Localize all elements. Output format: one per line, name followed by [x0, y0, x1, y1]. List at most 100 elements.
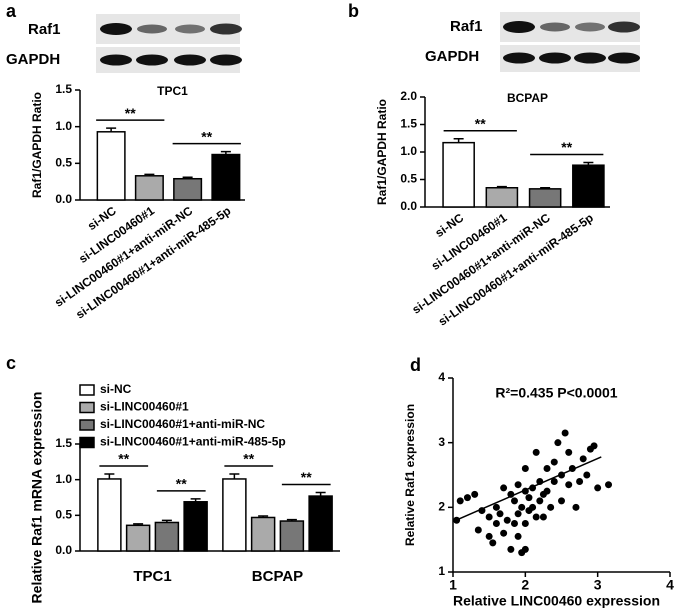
- legend-label: si-LINC00460#1+anti-miR-485-5p: [100, 435, 286, 449]
- point: [453, 516, 461, 524]
- point: [514, 481, 522, 489]
- legend-swatch: [79, 401, 95, 414]
- significance-label: **: [243, 451, 254, 467]
- blot-b: Raf1 GAPDH: [425, 12, 640, 72]
- point: [558, 471, 565, 479]
- point: [463, 494, 471, 502]
- y-axis-label: Raf1/GAPDH Ratio: [30, 92, 44, 198]
- bar: [308, 495, 333, 552]
- y-tick-label: 0.0: [400, 199, 417, 213]
- y-tick-label: 3: [438, 435, 445, 449]
- y-tick-label: 1.0: [400, 144, 417, 158]
- bar: [442, 141, 475, 208]
- point: [507, 545, 515, 553]
- x-tick-label: 3: [594, 577, 602, 593]
- point: [550, 458, 558, 466]
- bar: [154, 521, 180, 552]
- error-bar: [104, 473, 115, 479]
- point: [594, 484, 602, 492]
- panel-letter: c: [6, 353, 16, 373]
- significance-label: **: [176, 476, 187, 492]
- x-tick-label: 4: [666, 577, 674, 593]
- legend-label: si-NC: [100, 382, 132, 396]
- point: [529, 503, 537, 511]
- point: [565, 481, 573, 489]
- point: [532, 448, 540, 456]
- bar: [279, 520, 305, 552]
- y-tick-label: 1.0: [55, 472, 72, 486]
- point: [525, 494, 533, 502]
- chart-title: TPC1: [157, 84, 188, 98]
- point: [529, 484, 537, 492]
- point: [514, 532, 522, 540]
- bar: [572, 164, 605, 208]
- blot-a: Raf1 GAPDH: [6, 14, 242, 73]
- point: [572, 503, 580, 511]
- legend-label: si-LINC00460#1: [100, 400, 189, 414]
- error-bar: [229, 473, 240, 479]
- point: [507, 490, 515, 498]
- y-axis-label: Relative Raf1 expression: [403, 404, 417, 546]
- point: [521, 465, 529, 473]
- legend-swatch: [79, 436, 95, 449]
- point: [605, 481, 613, 489]
- bar: [211, 153, 241, 201]
- x-tick-label: 2: [521, 577, 529, 593]
- x-tick-label: BCPAP: [252, 568, 303, 585]
- point: [532, 513, 540, 521]
- point: [543, 487, 551, 495]
- point: [536, 477, 544, 485]
- significance-label: **: [475, 116, 486, 132]
- point: [550, 477, 558, 485]
- chart-title: BCPAP: [507, 91, 548, 105]
- legend-swatch: [79, 419, 95, 431]
- y-tick-label: 0.0: [55, 543, 72, 557]
- bar: [134, 175, 164, 201]
- bar: [173, 177, 203, 201]
- bar: [222, 478, 247, 552]
- blot-label: GAPDH: [6, 51, 60, 68]
- y-tick-label: 1.5: [55, 82, 72, 96]
- panel-letter: d: [410, 355, 421, 375]
- y-axis-label: Relative Raf1 mRNA expression: [29, 392, 45, 604]
- y-tick-label: 4: [438, 370, 445, 384]
- bar: [97, 478, 122, 552]
- blot-label: GAPDH: [425, 48, 479, 65]
- annotation: R²=0.435 P<0.0001: [495, 385, 617, 401]
- point: [547, 503, 555, 511]
- point: [561, 429, 569, 437]
- point: [521, 520, 529, 527]
- y-tick-label: 1.5: [400, 117, 417, 131]
- point: [579, 455, 587, 463]
- point: [568, 465, 576, 473]
- x-tick-label: si-NC: [432, 210, 466, 240]
- point: [485, 532, 493, 540]
- y-tick-label: 0.5: [400, 172, 417, 186]
- point: [510, 520, 518, 527]
- point: [500, 529, 508, 537]
- significance-label: **: [118, 451, 129, 467]
- point: [489, 539, 497, 547]
- point: [492, 520, 500, 527]
- y-tick-label: 2: [438, 500, 445, 514]
- point: [496, 510, 504, 518]
- y-tick-label: 0.5: [55, 156, 72, 170]
- legend-swatch: [79, 384, 95, 396]
- panel-letter: a: [6, 1, 17, 21]
- point: [558, 497, 565, 505]
- point: [518, 503, 526, 511]
- bar: [125, 524, 151, 552]
- point: [485, 513, 493, 521]
- y-tick-label: 2.0: [400, 89, 417, 103]
- point: [590, 442, 598, 450]
- panel-letter: b: [348, 1, 359, 21]
- point: [503, 516, 511, 524]
- significance-label: **: [201, 128, 212, 144]
- y-tick-label: 1.5: [55, 436, 72, 450]
- blot-label: Raf1: [28, 21, 61, 38]
- point: [576, 477, 584, 485]
- bar: [183, 501, 208, 552]
- blot-label: Raf1: [450, 18, 483, 35]
- bar: [250, 516, 276, 552]
